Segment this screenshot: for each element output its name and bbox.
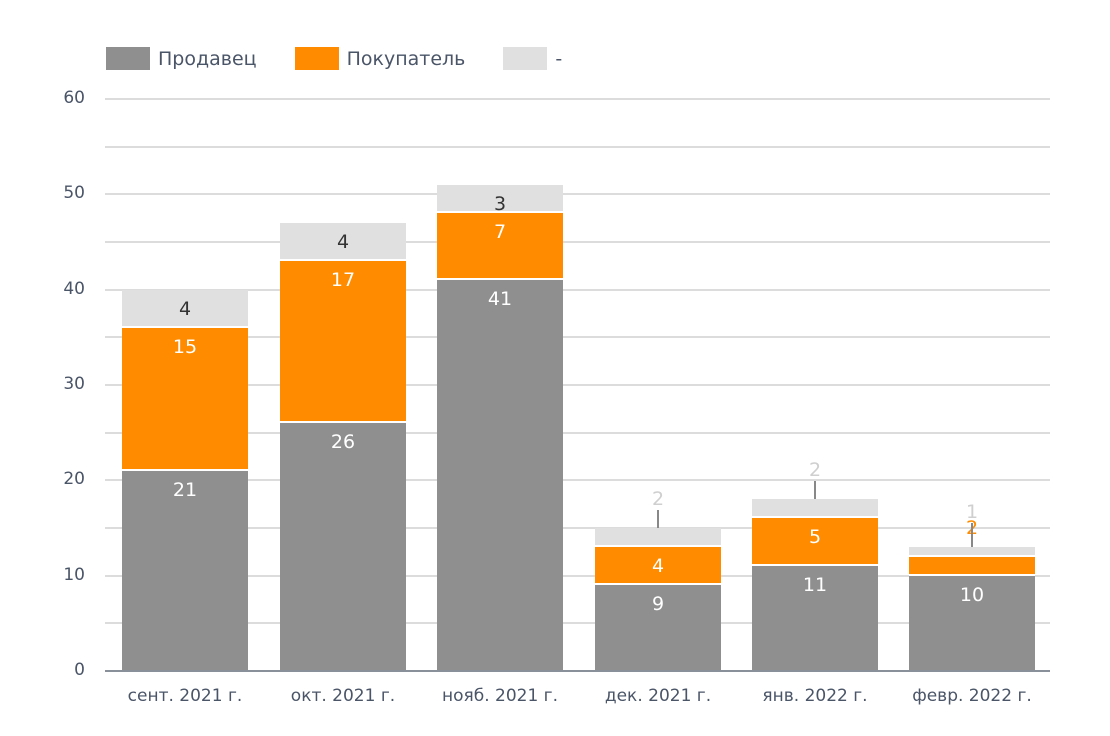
y-axis-tick-label: 10 [63, 564, 85, 585]
bar-segment-seller[interactable]: 10 [909, 575, 1035, 671]
bar-value-label-outside: 2 [651, 488, 665, 510]
bar-value-label: 7 [493, 221, 507, 244]
gridline-major [105, 98, 1050, 100]
bar-value-label: 21 [172, 478, 198, 501]
bar-value-label: 9 [651, 593, 665, 616]
bar-segment-other[interactable] [909, 547, 1035, 557]
gridline-major [105, 288, 1050, 291]
legend-swatch-buyer [294, 47, 339, 70]
gridline-minor [105, 431, 1050, 434]
gridline-minor [105, 622, 1050, 625]
legend-label-seller: Продавец [158, 47, 257, 70]
y-axis-tick-label: 20 [63, 469, 85, 490]
y-axis-tick-label: 60 [63, 88, 85, 108]
y-axis-tick-label: 40 [63, 278, 85, 299]
chart-legend: Продавец Покупатель - [106, 47, 600, 70]
y-axis-tick-label: 50 [63, 183, 85, 204]
bar-segment-seller[interactable]: 41 [437, 280, 563, 671]
legend-swatch-other [503, 47, 548, 70]
bar-segment-buyer[interactable]: 17 [280, 261, 406, 424]
bar-value-label: 11 [802, 574, 828, 597]
bar-value-label: 4 [336, 230, 350, 253]
bar-segment-buyer[interactable] [909, 556, 1035, 576]
y-axis-tick-label: 30 [63, 374, 85, 394]
x-axis-tick-label: нояб. 2021 г. [441, 686, 559, 706]
bar-segment-seller[interactable]: 9 [595, 585, 721, 671]
leader-line [971, 523, 973, 548]
legend-label-other: - [555, 47, 563, 70]
legend-item-other[interactable]: - [503, 47, 562, 70]
x-axis-tick-label: дек. 2021 г. [604, 686, 712, 706]
bar-segment-other[interactable] [752, 499, 878, 519]
legend-label-buyer: Покупатель [346, 47, 466, 70]
bar-value-label: 10 [959, 583, 985, 606]
bar-value-label-outside: 2 [808, 459, 822, 482]
x-axis-tick-label: сент. 2021 г. [127, 686, 243, 706]
gridline-minor [105, 527, 1050, 529]
bar-value-label: 4 [651, 555, 665, 578]
bar-segment-buyer[interactable]: 7 [437, 213, 563, 281]
gridline-major [105, 384, 1050, 386]
legend-item-buyer[interactable]: Покупатель [294, 47, 466, 70]
leader-line [657, 510, 659, 528]
x-axis-tick-label: окт. 2021 г. [290, 686, 396, 706]
bar-segment-seller[interactable]: 21 [122, 470, 248, 671]
bar-value-label: 4 [178, 297, 192, 320]
bar-value-label: 3 [493, 192, 507, 215]
bar-segment-other[interactable]: 3 [437, 184, 563, 215]
bar-segment-seller[interactable]: 11 [752, 566, 878, 671]
x-axis-tick-label: янв. 2022 г. [762, 686, 868, 706]
bar-segment-buyer[interactable]: 15 [122, 327, 248, 471]
x-axis-line [105, 670, 1050, 672]
bar-value-label: 26 [330, 431, 356, 454]
bar-value-label: 5 [808, 526, 822, 549]
gridline-minor [105, 145, 1050, 148]
y-axis-tick-label: 0 [74, 660, 85, 680]
gridline-major [105, 574, 1050, 577]
leader-line [814, 481, 816, 500]
gridline-major [105, 193, 1050, 196]
bar-segment-seller[interactable]: 26 [280, 423, 406, 671]
legend-item-seller[interactable]: Продавец [106, 47, 257, 70]
gridline-minor [105, 336, 1050, 339]
legend-swatch-seller [106, 47, 150, 70]
gridline-minor [105, 241, 1050, 243]
gridline-major [105, 479, 1050, 482]
bar-segment-other[interactable] [595, 528, 721, 548]
bar-segment-other[interactable]: 4 [280, 222, 406, 262]
bar-value-label-outside: 1 [965, 501, 979, 524]
bar-segment-other[interactable]: 4 [122, 289, 248, 328]
bar-value-label: 15 [172, 335, 198, 358]
bar-value-label: 17 [330, 269, 356, 292]
bar-value-label: 41 [487, 288, 513, 311]
bar-segment-buyer[interactable]: 4 [595, 547, 721, 586]
x-axis-tick-label: февр. 2022 г. [912, 686, 1032, 706]
bar-segment-buyer[interactable]: 5 [752, 518, 878, 567]
